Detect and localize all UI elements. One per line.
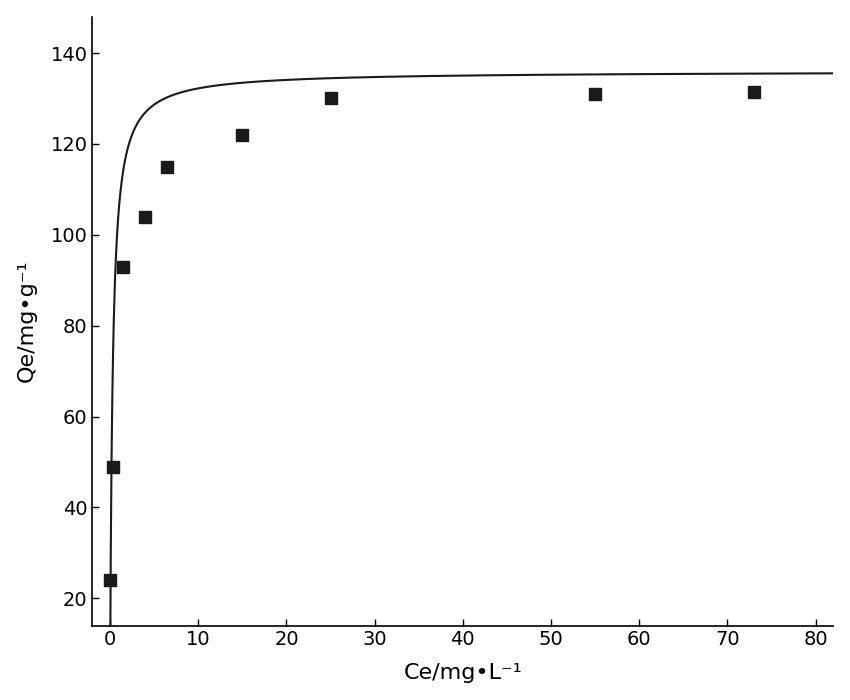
X-axis label: Ce/mg•L⁻¹: Ce/mg•L⁻¹ <box>404 664 522 683</box>
Point <box>588 88 602 99</box>
Point <box>161 161 174 172</box>
Point <box>324 93 337 104</box>
Point <box>235 130 249 141</box>
Point <box>116 261 130 272</box>
Point <box>104 575 117 586</box>
Point <box>139 211 152 222</box>
Point <box>106 461 120 472</box>
Point <box>747 86 761 97</box>
Y-axis label: Qe/mg•g⁻¹: Qe/mg•g⁻¹ <box>17 260 37 382</box>
